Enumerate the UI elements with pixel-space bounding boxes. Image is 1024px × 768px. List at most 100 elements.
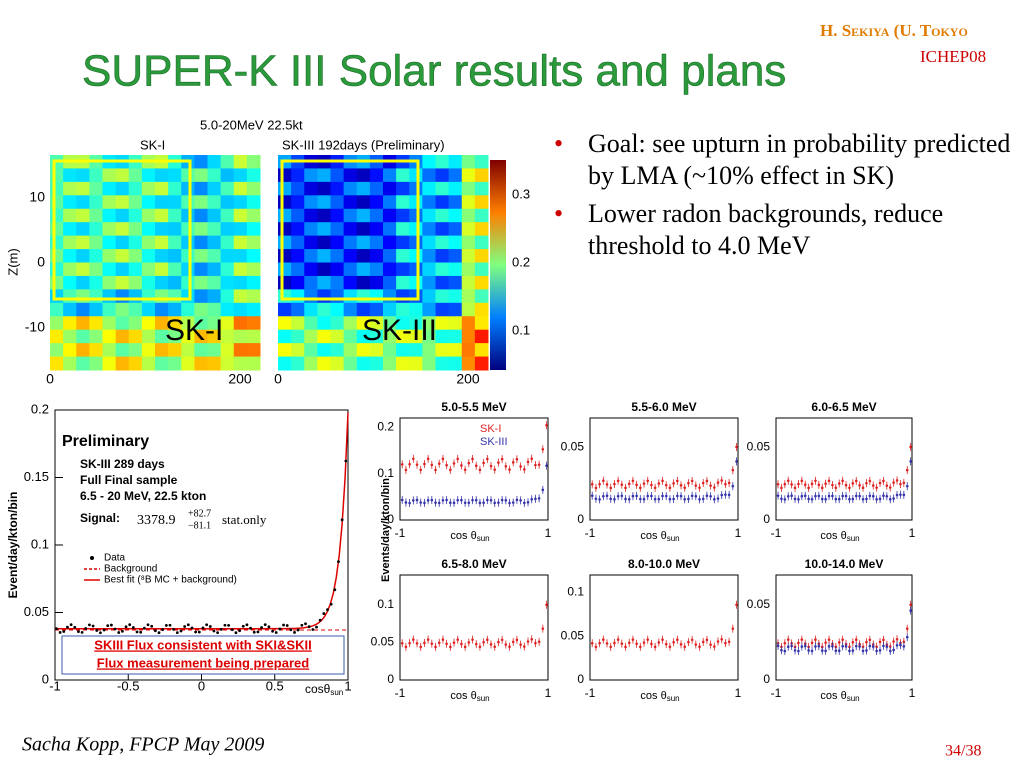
data-point <box>523 468 526 471</box>
heatmap-cell <box>194 329 208 344</box>
data-point <box>508 468 511 471</box>
heatmap-cell <box>89 195 103 210</box>
x-axis-label: cos θsun <box>450 530 489 543</box>
data-point <box>150 624 154 628</box>
heatmap-cell <box>194 356 208 371</box>
x-tick-label: -1 <box>771 686 782 700</box>
heatmap-cell <box>89 316 103 331</box>
data-point <box>786 645 790 649</box>
heatmap-cell <box>128 275 143 290</box>
heatmap-cell <box>115 222 130 237</box>
data-point <box>807 497 810 501</box>
data-point <box>526 460 530 464</box>
heatmap-cell <box>304 235 318 250</box>
heatmap-cell <box>115 329 130 344</box>
heatmap-cell <box>76 249 90 263</box>
data-point <box>616 638 620 641</box>
data-point <box>605 642 609 645</box>
data-point <box>716 640 720 643</box>
data-point <box>793 649 797 652</box>
data-point <box>698 486 701 489</box>
data-point <box>467 641 471 644</box>
heatmap-cell <box>356 316 371 331</box>
data-point <box>598 498 601 501</box>
data-point <box>646 494 650 498</box>
data-point <box>837 482 841 485</box>
data-point <box>172 627 176 631</box>
data-point <box>519 499 522 502</box>
heatmap-cell <box>89 289 103 304</box>
heatmap-cell <box>220 262 235 277</box>
data-point <box>315 625 318 629</box>
heatmap-cell <box>343 329 358 344</box>
heatmap-cell <box>448 289 463 304</box>
data-point <box>895 493 899 497</box>
data-point <box>668 645 672 649</box>
heatmap-cell <box>383 343 397 358</box>
heatmap-cell <box>369 316 384 331</box>
heatmap-cell <box>89 302 103 317</box>
data-point <box>620 494 624 498</box>
data-point <box>434 501 437 504</box>
heatmap-cell <box>63 181 77 196</box>
heatmap-cell <box>155 343 169 358</box>
note-line: Flux measurement being prepared <box>97 655 309 670</box>
heatmap-cell <box>461 262 476 277</box>
data-point <box>590 641 594 645</box>
heatmap-cell <box>233 302 248 317</box>
x-tick-label: 200 <box>456 371 480 387</box>
data-point <box>909 603 912 607</box>
heatmap-cell <box>50 235 64 250</box>
heatmap-cell <box>422 195 436 210</box>
heatmap-cell <box>102 222 117 237</box>
data-point <box>467 501 471 505</box>
data-point <box>810 497 814 501</box>
heatmap-cell <box>422 168 436 183</box>
heatmap-cell <box>168 343 182 358</box>
data-point <box>790 483 793 486</box>
heatmap-cell <box>369 289 384 304</box>
heatmap-cell <box>194 222 208 237</box>
y-tick-label: 10 <box>29 189 45 205</box>
data-point <box>194 630 198 634</box>
heatmap-cell <box>409 208 423 223</box>
heatmap-cell <box>461 181 476 196</box>
colorbar <box>490 160 506 370</box>
heatmap-cell <box>317 195 331 210</box>
heatmap-cell <box>461 235 476 250</box>
heatmap-cell <box>383 329 397 344</box>
data-point <box>646 638 650 641</box>
data-point <box>404 468 408 472</box>
data-point <box>95 629 99 632</box>
x-axis-sub: sun <box>847 694 860 703</box>
data-point <box>657 641 661 644</box>
x-tick-label: 1 <box>735 526 742 540</box>
data-point <box>865 481 868 485</box>
data-point <box>639 486 642 490</box>
x-tick-label: 1 <box>344 678 351 693</box>
heatmap-cell <box>448 356 463 371</box>
data-point <box>594 497 598 501</box>
heatmap-cell <box>356 235 371 250</box>
data-point <box>888 645 892 648</box>
panel-header: SK-I <box>140 137 165 152</box>
y-tick-label: 0.05 <box>371 635 395 649</box>
data-point <box>179 629 183 633</box>
data-point <box>861 645 865 649</box>
heatmap-cell <box>461 302 476 317</box>
data-point <box>871 484 875 487</box>
data-point <box>679 484 683 487</box>
heatmap-cell <box>422 275 436 290</box>
heatmap-cell <box>181 343 195 358</box>
heatmap-cell <box>343 181 358 196</box>
data-point <box>245 623 249 627</box>
data-point <box>841 494 844 498</box>
heatmap-cell <box>409 343 423 358</box>
heatmap-cell <box>448 222 463 237</box>
x-axis-sub: sun <box>667 534 680 543</box>
data-point <box>609 497 613 501</box>
heatmap-cell <box>291 329 305 344</box>
data-point <box>705 638 709 642</box>
data-point <box>861 497 865 501</box>
heatmap-cell <box>291 208 305 223</box>
